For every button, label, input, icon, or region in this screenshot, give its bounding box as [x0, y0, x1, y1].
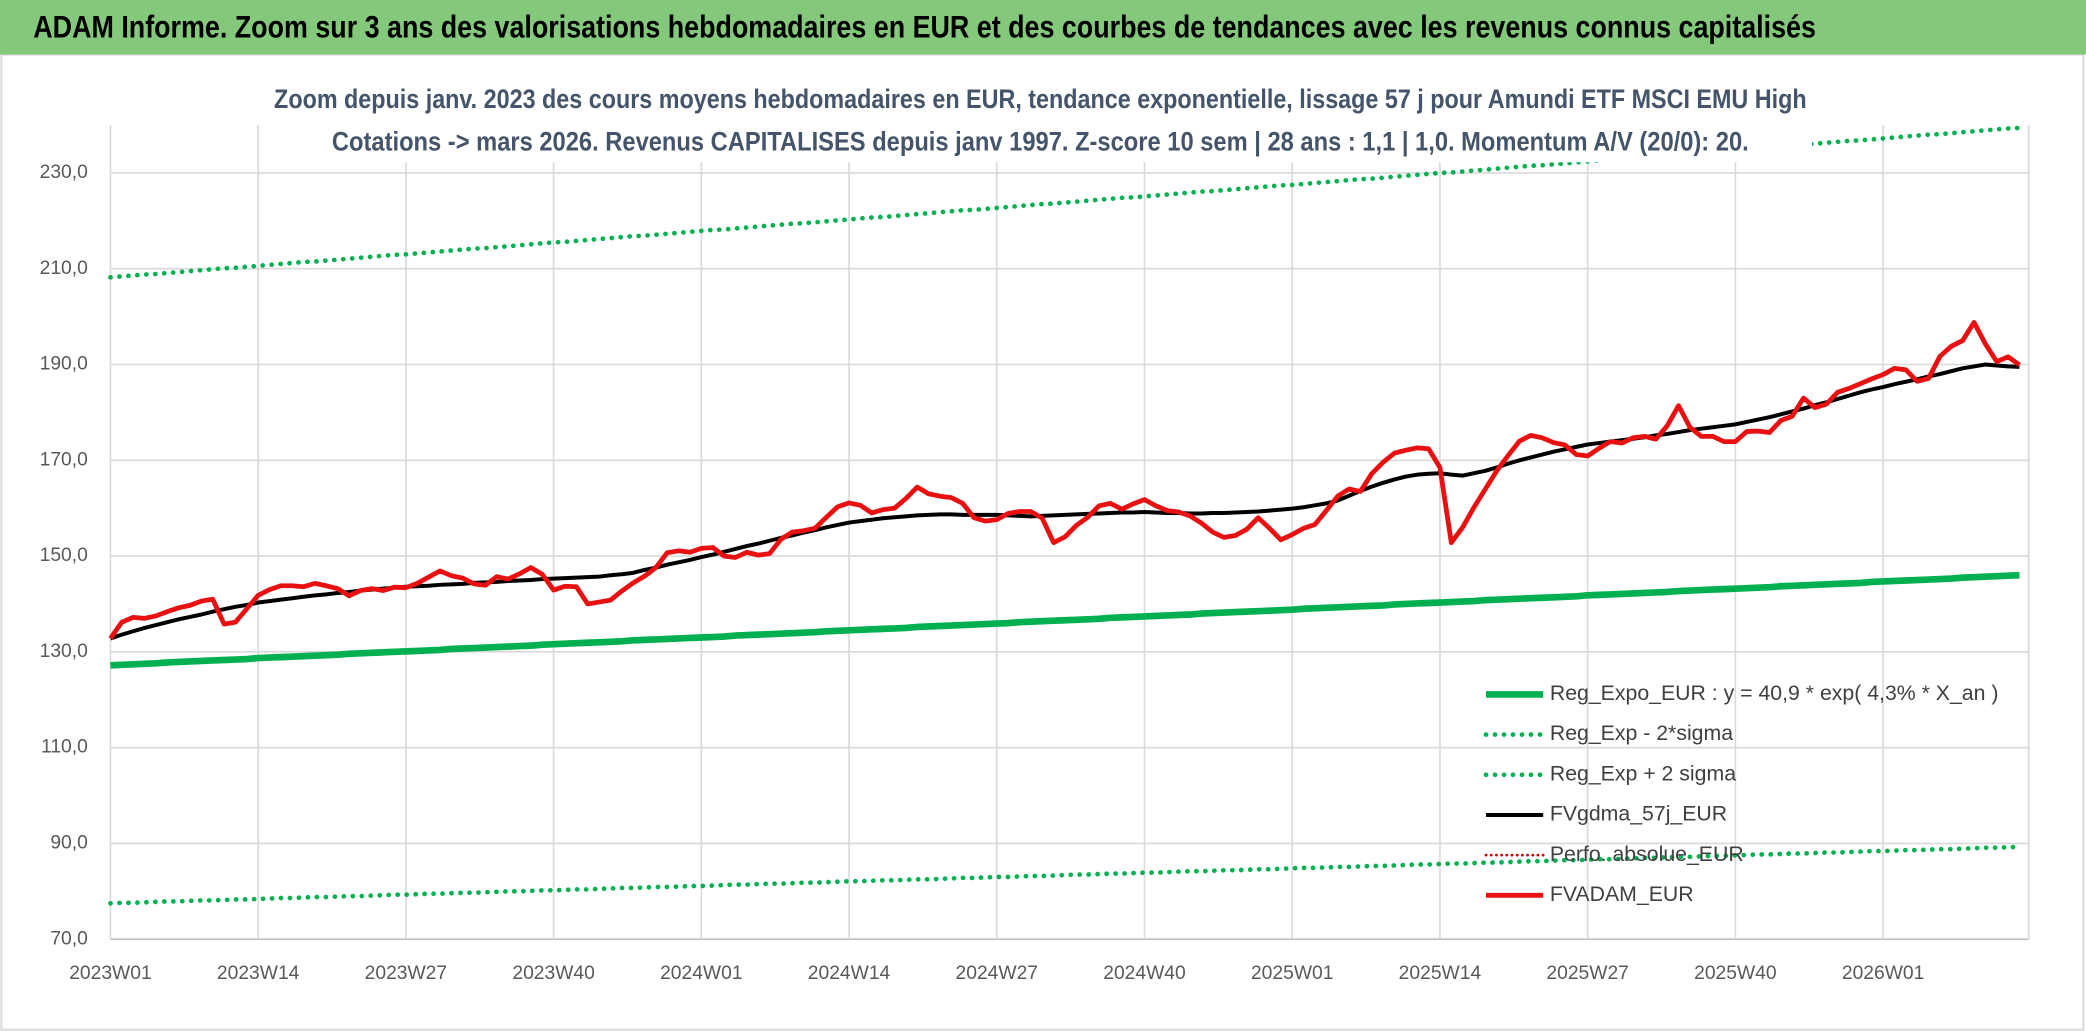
x-tick-label: 2023W14 [217, 963, 300, 984]
header-title: ADAM Informe. Zoom sur 3 ans des valoris… [33, 9, 1816, 45]
y-tick-label: 110,0 [41, 737, 88, 758]
legend-label: FVADAM_EUR [1550, 882, 1694, 906]
x-tick-label: 2025W01 [1251, 963, 1333, 984]
x-tick-label: 2026W01 [1842, 963, 1924, 984]
y-tick-label: 150,0 [40, 545, 88, 566]
y-tick-label: 170,0 [40, 449, 88, 470]
header-bar [0, 0, 2086, 55]
series-line [109, 362, 2020, 641]
x-tick-label: 2023W40 [512, 963, 594, 984]
y-tick-label: 130,0 [40, 641, 88, 662]
x-tick-label: 2024W01 [660, 963, 742, 984]
x-tick-label: 2025W27 [1546, 963, 1628, 984]
legend: Reg_Expo_EUR : y = 40,9 * exp( 4,3% * X_… [1483, 681, 1999, 906]
x-tick-label: 2024W40 [1103, 963, 1185, 984]
x-tick-label: 2024W14 [808, 963, 891, 984]
legend-label: FVgdma_57j_EUR [1550, 802, 1727, 826]
legend-label: Reg_Exp + 2 sigma [1550, 761, 1736, 785]
y-tick-label: 190,0 [40, 354, 88, 375]
legend-label: Reg_Expo_EUR : y = 40,9 * exp( 4,3% * X_… [1550, 681, 1999, 705]
x-tick-label: 2025W40 [1694, 963, 1776, 984]
plot-area: 70,0 90,0 110,0 130,0 150,0 170,0 190,0 210,0 23… [40, 125, 2030, 984]
y-tick-label: 70,0 [50, 928, 87, 949]
y-tick-label: 210,0 [40, 258, 88, 279]
x-tick-label: 2025W14 [1399, 963, 1482, 984]
x-tick-label: 2023W01 [69, 963, 151, 984]
x-tick-label: 2024W27 [956, 963, 1038, 984]
series-line [110, 571, 2020, 669]
y-tick-label: 90,0 [50, 833, 87, 854]
x-tick-label: 2023W27 [365, 963, 447, 984]
subtitle-backdrop [319, 125, 1812, 163]
legend-label: Reg_Exp - 2*sigma [1550, 721, 1733, 745]
chart-title: Zoom depuis janv. 2023 des cours moyens … [274, 84, 1807, 114]
legend-label: Perfo. absolue_EUR [1550, 842, 1744, 866]
y-tick-label: 230,0 [40, 162, 88, 183]
series-line [108, 844, 2022, 906]
series-line [108, 319, 2021, 640]
chart-subtitle: Cotations -> mars 2026. Revenus CAPITALI… [332, 127, 1749, 157]
chart-frame [0, 53, 2085, 1031]
